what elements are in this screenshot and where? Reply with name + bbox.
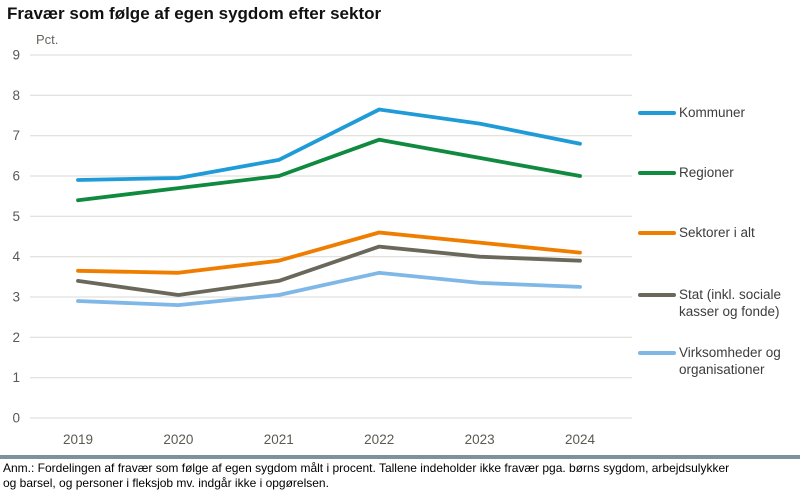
series-line-stat-inkl-sociale-kasser-og-fonde bbox=[76, 244, 582, 297]
x-tick-label: 2022 bbox=[364, 432, 394, 447]
y-tick-label: 7 bbox=[12, 128, 20, 143]
y-tick-label: 0 bbox=[12, 411, 20, 426]
y-tick-label: 2 bbox=[12, 330, 20, 345]
series-line-kommuner bbox=[76, 107, 582, 182]
y-tick-label: 8 bbox=[12, 88, 20, 103]
x-tick-label: 2023 bbox=[465, 432, 495, 447]
y-tick-label: 5 bbox=[12, 209, 20, 224]
legend-item-sektorer-i-alt: Sektorer i alt bbox=[638, 224, 800, 241]
legend-item-virksomheder-og-organisationer: Virksomheder og organisationer bbox=[638, 344, 800, 378]
legend-label: Virksomheder og organisationer bbox=[679, 345, 781, 377]
legend-swatch-regioner bbox=[638, 171, 676, 175]
legend-item-kommuner: Kommuner bbox=[638, 104, 800, 121]
y-tick-label: 9 bbox=[12, 48, 20, 63]
x-tick-label: 2019 bbox=[63, 432, 93, 447]
line-chart: 0 1 2 3 4 5 6 7 8 9 2019 2020 2021 2022 2023 2024 bbox=[12, 48, 632, 447]
series-line-sektorer-i-alt bbox=[76, 230, 582, 275]
legend-item-stat-inkl-sociale-kasser-og-fonde: Stat (inkl. sociale kasser og fonde) bbox=[638, 286, 800, 320]
chart-footnote: Anm.: Fordelingen af fravær som følge af… bbox=[3, 461, 730, 490]
legend-item-regioner: Regioner bbox=[638, 164, 800, 181]
x-tick-label: 2020 bbox=[163, 432, 193, 447]
legend-label: Kommuner bbox=[679, 105, 746, 120]
footer-divider bbox=[0, 455, 800, 459]
legend-label: Regioner bbox=[679, 165, 734, 180]
y-tick-label: 1 bbox=[12, 370, 20, 385]
x-tick-label: 2024 bbox=[565, 432, 596, 447]
series-line-regioner bbox=[76, 137, 582, 203]
legend-label: Sektorer i alt bbox=[679, 225, 755, 240]
y-tick-label: 3 bbox=[12, 290, 20, 305]
series-line-virksomheder-og-organisationer bbox=[76, 270, 582, 308]
legend-swatch-kommuner bbox=[638, 111, 676, 115]
legend-label: Stat (inkl. sociale kasser og fonde) bbox=[679, 287, 782, 319]
page-title: Fravær som følge af egen sygdom efter se… bbox=[7, 4, 382, 23]
legend-swatch-sektorer-i-alt bbox=[638, 231, 676, 235]
y-tick-label: 6 bbox=[12, 169, 20, 184]
legend-swatch-stat-inkl-sociale-kasser-og-fonde bbox=[638, 293, 676, 297]
chart-legend: Kommuner Regioner Sektorer i alt Stat (inkl… bbox=[638, 0, 800, 455]
y-axis-unit-label: Pct. bbox=[36, 32, 59, 47]
y-tick-label: 4 bbox=[12, 249, 20, 264]
x-tick-label: 2021 bbox=[264, 432, 294, 447]
legend-swatch-virksomheder-og-organisationer bbox=[638, 351, 676, 355]
